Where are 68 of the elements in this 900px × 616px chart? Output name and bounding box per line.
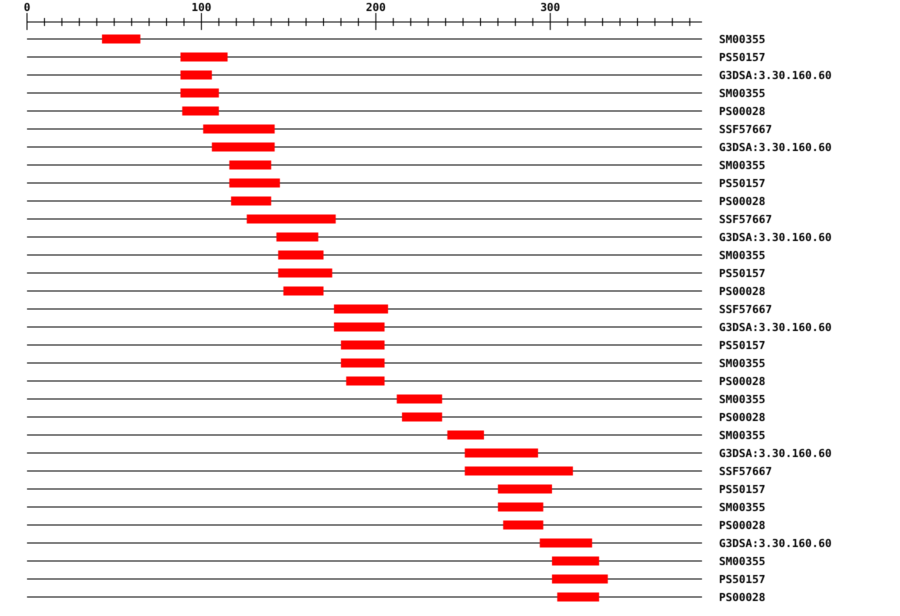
- y-tick-label: PS50157: [719, 177, 766, 190]
- bar: [102, 34, 140, 44]
- bar: [334, 322, 385, 332]
- bar: [498, 484, 552, 494]
- y-tick-label: G3DSA:3.30.160.60: [719, 537, 832, 550]
- bar: [212, 142, 275, 152]
- y-tick-label: PS50157: [719, 339, 766, 352]
- y-tick-label: SSF57667: [719, 123, 772, 136]
- y-tick-label: PS00028: [719, 591, 766, 604]
- y-tick-label: SSF57667: [719, 213, 772, 226]
- y-tick-label: PS00028: [719, 285, 766, 298]
- x-tick-label: 200: [366, 1, 386, 14]
- y-tick-label: SM00355: [719, 159, 766, 172]
- y-tick-label: G3DSA:3.30.160.60: [719, 321, 832, 334]
- y-tick-label: PS50157: [719, 573, 766, 586]
- y-tick-label: SM00355: [719, 87, 766, 100]
- y-tick-label: SM00355: [719, 357, 766, 370]
- bar: [283, 286, 324, 296]
- bar: [278, 250, 324, 260]
- bar: [540, 538, 592, 548]
- y-tick-label: PS50157: [719, 267, 766, 280]
- x-tick-label: 300: [540, 1, 560, 14]
- bar: [447, 430, 484, 440]
- y-tick-label: SM00355: [719, 249, 766, 262]
- y-tick-label: SM00355: [719, 33, 766, 46]
- y-tick-label: SM00355: [719, 429, 766, 442]
- y-tick-label: G3DSA:3.30.160.60: [719, 141, 832, 154]
- x-tick-label: 100: [191, 1, 212, 14]
- bar: [334, 304, 388, 314]
- y-tick-label: PS00028: [719, 375, 766, 388]
- y-tick-label: SM00355: [719, 555, 766, 568]
- bar: [231, 196, 272, 206]
- bar: [229, 178, 280, 188]
- bar: [276, 232, 318, 242]
- bar: [552, 574, 608, 584]
- y-tick-label: G3DSA:3.30.160.60: [719, 231, 832, 244]
- bar: [182, 106, 219, 116]
- bar: [278, 268, 332, 278]
- y-tick-label: PS00028: [719, 195, 766, 208]
- bar: [246, 214, 336, 224]
- bar: [346, 376, 385, 386]
- bar: [229, 160, 272, 170]
- bar: [464, 466, 573, 476]
- bar: [402, 412, 442, 422]
- y-tick-label: SM00355: [719, 393, 766, 406]
- bar: [498, 502, 544, 512]
- y-tick-label: PS50157: [719, 483, 766, 496]
- y-tick-label: PS00028: [719, 411, 766, 424]
- bar: [180, 88, 219, 98]
- y-tick-label: G3DSA:3.30.160.60: [719, 69, 832, 82]
- bar: [340, 340, 385, 350]
- bar: [557, 592, 600, 602]
- bar: [180, 70, 212, 80]
- bar: [396, 394, 442, 404]
- bar: [180, 52, 228, 62]
- x-tick-label: 0: [24, 1, 30, 14]
- y-tick-label: PS00028: [719, 105, 766, 118]
- bar: [464, 448, 538, 458]
- y-tick-label: PS50157: [719, 51, 766, 64]
- y-tick-label: PS00028: [719, 519, 766, 532]
- bar: [552, 556, 600, 566]
- y-tick-label: SM00355: [719, 501, 766, 514]
- bar: [340, 358, 385, 368]
- y-tick-label: SSF57667: [719, 303, 772, 316]
- bar: [203, 124, 275, 134]
- y-tick-label: G3DSA:3.30.160.60: [719, 447, 832, 460]
- y-tick-label: SSF57667: [719, 465, 772, 478]
- bar: [503, 520, 544, 530]
